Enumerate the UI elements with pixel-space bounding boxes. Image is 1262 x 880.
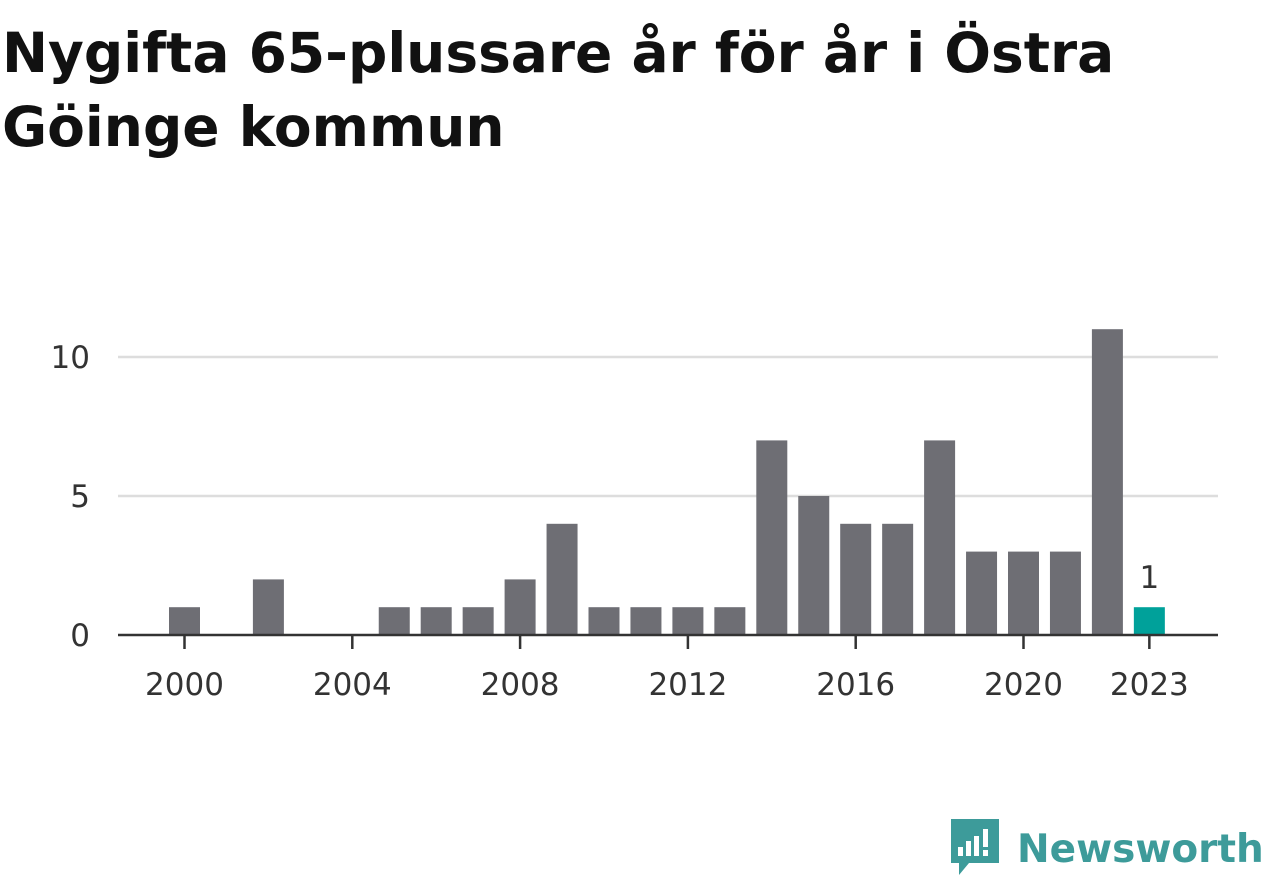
y-tick-label-10: 10 bbox=[51, 340, 90, 376]
bar-2002 bbox=[252, 579, 284, 635]
bar-2007 bbox=[462, 607, 494, 635]
bar-2009 bbox=[546, 523, 578, 635]
bar-2013 bbox=[714, 607, 746, 635]
bar-2021 bbox=[1049, 551, 1081, 635]
bar-2016 bbox=[840, 523, 872, 635]
bar-2018 bbox=[924, 440, 956, 635]
x-tick-label-2000: 2000 bbox=[145, 667, 224, 703]
brand-logo: Newsworthy bbox=[951, 818, 1262, 880]
x-tick-label-2008: 2008 bbox=[481, 667, 560, 703]
bar-2017 bbox=[882, 523, 914, 635]
y-tick-label-0: 0 bbox=[70, 618, 90, 654]
bar-2015 bbox=[798, 496, 830, 635]
y-tick-label-5: 5 bbox=[70, 479, 90, 515]
x-tick-label-2016: 2016 bbox=[816, 667, 895, 703]
data-label-2023: 1 bbox=[1139, 560, 1159, 596]
bar-2011 bbox=[630, 607, 662, 635]
bar-2005 bbox=[378, 607, 410, 635]
bar-2008 bbox=[504, 579, 536, 635]
x-tick-label-2020: 2020 bbox=[984, 667, 1063, 703]
bar-2014 bbox=[756, 440, 788, 635]
newsworthy-logo-icon bbox=[951, 819, 999, 875]
bar-2010 bbox=[588, 607, 620, 635]
x-tick-label-2004: 2004 bbox=[313, 667, 392, 703]
x-tick-label-2012: 2012 bbox=[648, 667, 727, 703]
brand-name: Newsworthy bbox=[1017, 826, 1262, 872]
bar-2012 bbox=[672, 607, 704, 635]
bar-2020 bbox=[1008, 551, 1039, 635]
bar-2023 bbox=[1133, 607, 1165, 635]
bar-2006 bbox=[420, 607, 452, 635]
bar-2019 bbox=[966, 551, 998, 635]
chart-title: Nygifta 65-plussare år för år i Östra Gö… bbox=[2, 21, 1115, 159]
bar-2022 bbox=[1091, 329, 1123, 635]
bar-2000 bbox=[169, 607, 200, 635]
x-tick-label-2023: 2023 bbox=[1110, 667, 1189, 703]
